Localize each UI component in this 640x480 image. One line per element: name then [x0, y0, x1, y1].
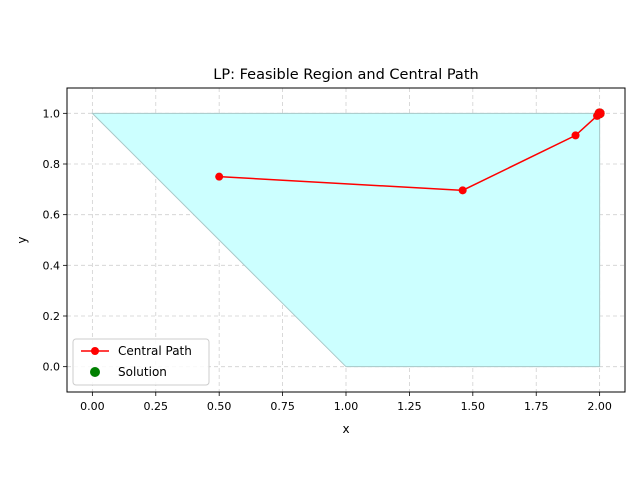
plot-marks [215, 108, 605, 195]
legend-central-path-marker [91, 347, 99, 355]
x-tick-label: 1.25 [397, 400, 422, 413]
x-axis-ticks: 0.00 0.25 0.50 0.75 1.00 1.25 1.50 1.75 2.00 [80, 392, 612, 413]
x-tick-label: 0.75 [270, 400, 295, 413]
central-path-point [215, 172, 224, 181]
y-tick-label: 0.6 [43, 209, 61, 222]
y-tick-label: 0.8 [43, 158, 61, 171]
legend-solution-marker [90, 367, 100, 377]
x-tick-label: 0.50 [207, 400, 232, 413]
legend: Central Path Solution [72, 338, 210, 386]
x-tick-label: 0.00 [80, 400, 105, 413]
central-path-point [571, 131, 580, 140]
x-tick-label: 1.75 [524, 400, 549, 413]
y-axis-label: y [15, 236, 29, 243]
y-tick-label: 1.0 [43, 107, 61, 120]
y-axis-ticks: 0.0 0.2 0.4 0.6 0.8 1.0 [43, 107, 67, 374]
x-tick-label: 2.00 [587, 400, 612, 413]
legend-solution-label: Solution [118, 365, 167, 379]
y-tick-label: 0.4 [43, 259, 61, 272]
central-path-endpoint [594, 108, 605, 119]
x-axis-label: x [342, 422, 349, 436]
x-tick-label: 1.50 [461, 400, 486, 413]
x-tick-label: 0.25 [144, 400, 169, 413]
central-path-point [458, 186, 467, 195]
y-tick-label: 0.2 [43, 310, 61, 323]
legend-central-path-label: Central Path [118, 344, 192, 358]
y-tick-label: 0.0 [43, 361, 61, 374]
chart-title: LP: Feasible Region and Central Path [213, 67, 478, 83]
x-tick-label: 1.00 [334, 400, 359, 413]
